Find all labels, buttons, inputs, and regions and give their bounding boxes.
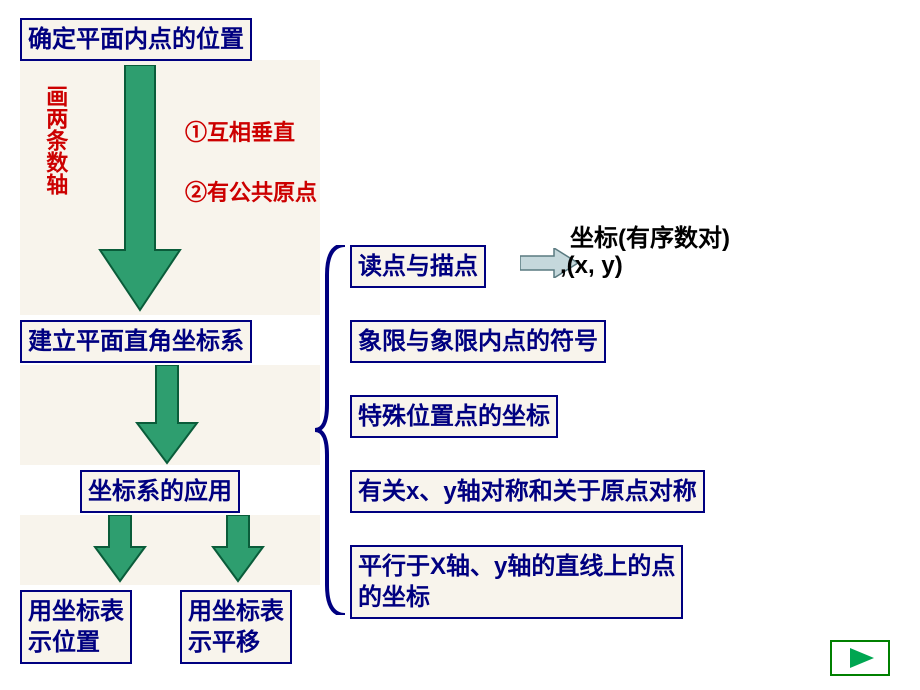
bg-strip [20, 515, 320, 585]
label-vertical-two-axes: 画两条数轴 [43, 85, 67, 195]
arrow-down-left [85, 515, 155, 585]
box-apply-coord-system: 坐标系的应用 [80, 470, 240, 513]
label-coord-pair: 坐标(有序数对) [570, 218, 730, 253]
label-common-origin: ②有公共原点 [185, 175, 317, 207]
arrow-down-2 [127, 365, 207, 467]
box-read-plot-points: 读点与描点 [350, 245, 486, 288]
box-special-points: 特殊位置点的坐标 [350, 395, 558, 438]
box-parallel-lines: 平行于X轴、y轴的直线上的点 的坐标 [350, 545, 683, 619]
brace-icon [315, 245, 350, 615]
box-axis-symmetry: 有关x、y轴对称和关于原点对称 [350, 470, 705, 513]
label-xy: ,(x, y) [560, 252, 623, 280]
play-button[interactable] [830, 640, 890, 676]
box-quadrant-signs: 象限与象限内点的符号 [350, 320, 606, 363]
arrow-down-1 [85, 65, 195, 315]
label-perpendicular: ①互相垂直 [185, 115, 295, 147]
arrow-down-right [203, 515, 273, 585]
box-determine-position: 确定平面内点的位置 [20, 18, 252, 61]
box-represent-position: 用坐标表 示位置 [20, 590, 132, 664]
box-build-coord-system: 建立平面直角坐标系 [20, 320, 252, 363]
box-represent-translation: 用坐标表 示平移 [180, 590, 292, 664]
